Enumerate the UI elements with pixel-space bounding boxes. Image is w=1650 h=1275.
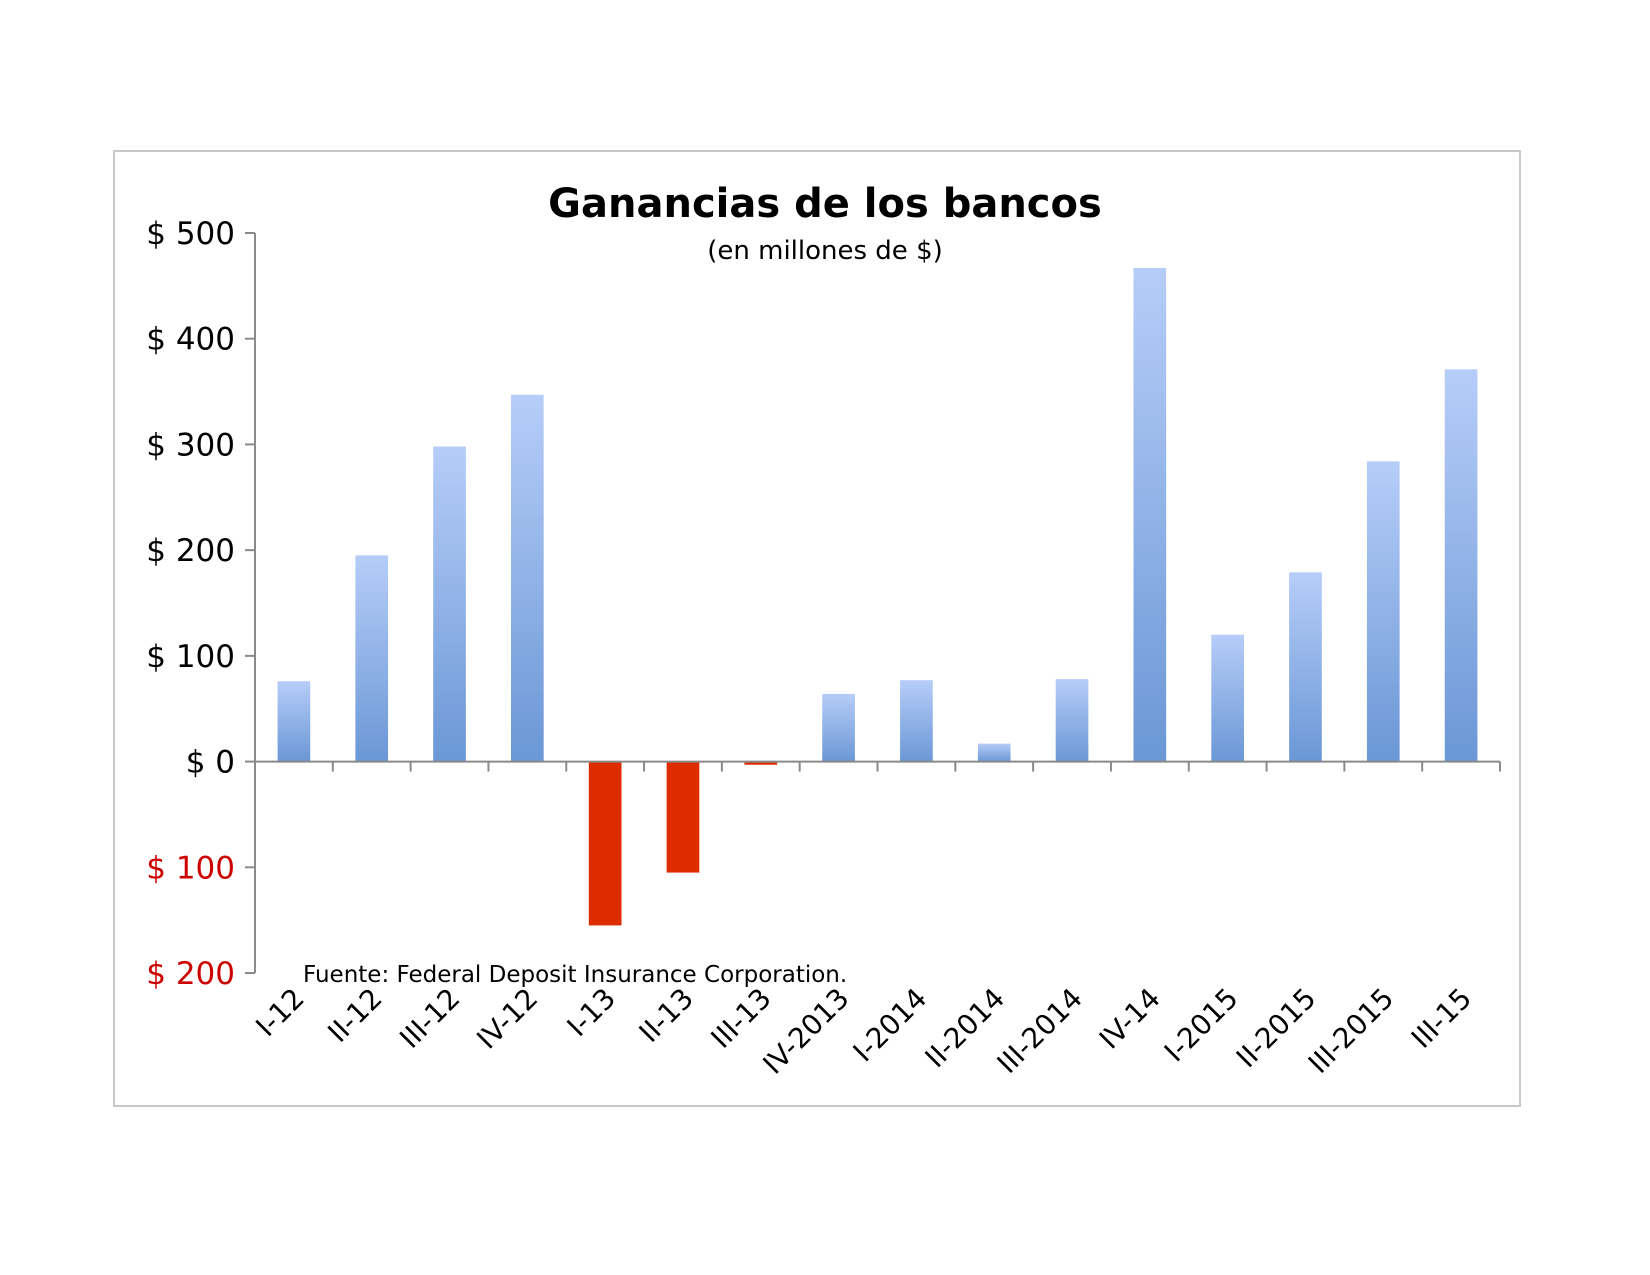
bar-II-2014 <box>977 743 1011 762</box>
x-category-label: III-12 <box>393 982 466 1055</box>
x-category-label: III-15 <box>1405 982 1478 1055</box>
x-category-label: III-2014 <box>991 982 1089 1080</box>
axes-group <box>245 232 1501 974</box>
x-category-label: I-12 <box>249 982 311 1044</box>
x-category-label: III-13 <box>705 982 778 1055</box>
bar-I-13 <box>588 761 622 926</box>
x-category-label: IV-2013 <box>756 982 855 1081</box>
chart-frame: Ganancias de los bancos (en millones de … <box>113 150 1521 1107</box>
bar-II-2015 <box>1289 572 1322 762</box>
y-tick-label: $ 500 <box>146 216 235 252</box>
source-note: Fuente: Federal Deposit Insurance Corpor… <box>303 962 847 988</box>
bar-IV-12 <box>511 394 544 762</box>
bar-I-2015 <box>1211 634 1244 762</box>
y-tick-labels: $ 500 $ 400 $ 300 $ 200 $ 100 $ 0 $ 100 $ 200 <box>146 216 235 992</box>
bars-group <box>277 267 1478 926</box>
y-tick-label: $ 400 <box>146 322 235 358</box>
bar-II-12 <box>355 555 389 762</box>
y-tick-label: $ 100 <box>146 850 235 886</box>
y-tick-label: $ 200 <box>146 533 235 569</box>
bar-III-15 <box>1444 369 1478 762</box>
chart-subtitle: (en millones de $) <box>707 236 943 266</box>
x-category-label: I-13 <box>561 982 623 1044</box>
bar-I-2014 <box>900 680 933 762</box>
y-tick-label: $ 200 <box>146 956 235 992</box>
bar-III-13 <box>744 761 778 765</box>
x-category-label: IV-14 <box>1093 982 1167 1056</box>
x-tick-labels: I-12 II-12 III-12 IV-12 I-13 II-13 III-13IV-20… <box>249 982 1478 1081</box>
bar-chart: Ganancias de los bancos (en millones de … <box>146 181 1501 1081</box>
bar-I-12 <box>277 681 311 762</box>
bar-III-12 <box>433 446 466 762</box>
x-category-label: II-13 <box>633 982 700 1049</box>
bar-III-2015 <box>1366 461 1400 762</box>
y-tick-label: $ 300 <box>146 427 235 463</box>
bar-II-13 <box>666 761 700 873</box>
x-category-label: I-2015 <box>1158 982 1245 1069</box>
x-category-label: IV-12 <box>470 982 544 1056</box>
chart-title: Ganancias de los bancos <box>548 181 1102 227</box>
bar-III-2014 <box>1055 679 1089 762</box>
x-category-label: II-12 <box>321 982 388 1049</box>
y-tick-label: $ 0 <box>186 745 235 781</box>
y-tick-label: $ 100 <box>146 639 235 675</box>
bar-IV-14 <box>1133 267 1167 762</box>
x-category-label: III-2015 <box>1302 982 1400 1080</box>
bar-IV-2013 <box>822 693 855 762</box>
x-category-label: I-2014 <box>847 982 934 1069</box>
